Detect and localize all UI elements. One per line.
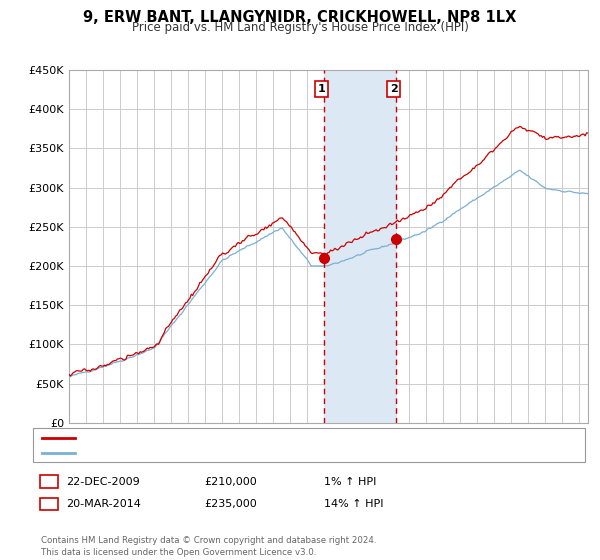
Text: £235,000: £235,000 <box>204 499 257 509</box>
Text: 14% ↑ HPI: 14% ↑ HPI <box>324 499 383 509</box>
Text: 9, ERW BANT, LLANGYNIDR, CRICKHOWELL, NP8 1LX: 9, ERW BANT, LLANGYNIDR, CRICKHOWELL, NP… <box>83 10 517 25</box>
Text: 1: 1 <box>45 477 52 487</box>
Text: 2: 2 <box>45 499 52 509</box>
Text: £210,000: £210,000 <box>204 477 257 487</box>
Text: 2: 2 <box>389 84 397 94</box>
Text: 20-MAR-2014: 20-MAR-2014 <box>66 499 141 509</box>
Text: HPI: Average price, detached house, Powys: HPI: Average price, detached house, Powy… <box>82 447 307 458</box>
Bar <box>324 70 396 423</box>
Text: Contains HM Land Registry data © Crown copyright and database right 2024.
This d: Contains HM Land Registry data © Crown c… <box>41 536 376 557</box>
Text: Price paid vs. HM Land Registry's House Price Index (HPI): Price paid vs. HM Land Registry's House … <box>131 21 469 34</box>
Text: 22-DEC-2009: 22-DEC-2009 <box>66 477 140 487</box>
Text: 1% ↑ HPI: 1% ↑ HPI <box>324 477 376 487</box>
Text: 1: 1 <box>317 84 325 94</box>
Text: 9, ERW BANT, LLANGYNIDR, CRICKHOWELL, NP8 1LX (detached house): 9, ERW BANT, LLANGYNIDR, CRICKHOWELL, NP… <box>82 433 451 443</box>
